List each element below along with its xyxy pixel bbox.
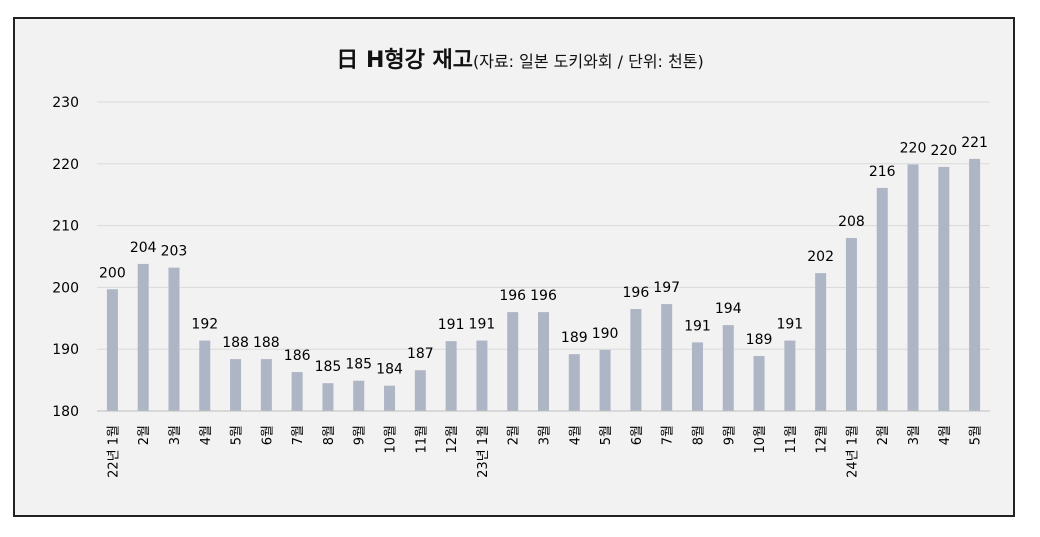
bar bbox=[384, 385, 396, 411]
x-tick-label: 8월 bbox=[691, 425, 706, 445]
x-tick-label: 6월 bbox=[630, 425, 645, 445]
x-tick-label: 5월 bbox=[599, 425, 614, 445]
x-tick-label: 3월 bbox=[168, 425, 183, 445]
data-label: 196 bbox=[623, 285, 650, 301]
x-tick-label: 9월 bbox=[722, 425, 737, 445]
x-tick-label: 7월 bbox=[291, 425, 306, 445]
data-label: 194 bbox=[715, 301, 742, 317]
bar bbox=[815, 273, 827, 411]
data-label: 200 bbox=[99, 265, 126, 281]
data-label: 191 bbox=[776, 317, 803, 333]
data-label: 203 bbox=[161, 244, 188, 260]
y-tick-label: 210 bbox=[52, 219, 79, 235]
data-label: 202 bbox=[807, 249, 834, 265]
data-label: 220 bbox=[900, 140, 927, 156]
bar bbox=[969, 158, 981, 411]
data-label: 185 bbox=[315, 359, 342, 375]
data-label: 186 bbox=[284, 348, 311, 364]
chart-title-main: 日 H형강 재고 bbox=[336, 48, 473, 73]
data-label: 189 bbox=[746, 332, 773, 348]
x-tick-label: 23년 1월 bbox=[476, 425, 491, 478]
y-tick-label: 180 bbox=[52, 404, 79, 420]
data-label: 185 bbox=[345, 357, 372, 373]
data-label: 184 bbox=[376, 362, 403, 378]
data-label: 221 bbox=[961, 135, 988, 151]
data-label: 216 bbox=[869, 164, 896, 180]
data-label: 220 bbox=[930, 143, 957, 159]
chart-title-source-unit: (자료: 일본 도키와회 / 단위: 천톤) bbox=[472, 52, 704, 71]
x-tick-label: 8월 bbox=[322, 425, 337, 445]
bar bbox=[753, 355, 765, 411]
data-label: 196 bbox=[499, 288, 526, 304]
bar bbox=[353, 380, 365, 411]
x-tick-label: 10월 bbox=[753, 425, 768, 454]
bar bbox=[599, 349, 611, 411]
bar bbox=[568, 354, 580, 411]
x-tick-label: 3월 bbox=[538, 425, 553, 445]
x-tick-label: 5월 bbox=[969, 425, 984, 445]
x-tick-label: 7월 bbox=[661, 425, 676, 445]
data-label: 188 bbox=[253, 335, 280, 351]
bar bbox=[199, 340, 211, 411]
x-tick-label: 2월 bbox=[876, 425, 891, 445]
bar bbox=[291, 372, 303, 411]
bar bbox=[476, 340, 488, 411]
data-label: 192 bbox=[191, 317, 218, 333]
data-label: 204 bbox=[130, 240, 157, 256]
x-tick-label: 5월 bbox=[230, 425, 245, 445]
bar bbox=[722, 325, 734, 411]
data-label: 191 bbox=[684, 318, 711, 334]
bar bbox=[106, 289, 118, 411]
bar bbox=[137, 263, 149, 411]
bar bbox=[784, 340, 796, 411]
data-label: 187 bbox=[407, 346, 434, 362]
x-tick-label: 4월 bbox=[568, 425, 583, 445]
bar bbox=[414, 370, 426, 411]
y-tick-label: 190 bbox=[52, 342, 79, 358]
data-label: 191 bbox=[469, 317, 496, 333]
data-label: 196 bbox=[530, 288, 557, 304]
x-tick-label: 9월 bbox=[353, 425, 368, 445]
data-label: 188 bbox=[222, 335, 249, 351]
y-tick-label: 220 bbox=[52, 157, 79, 173]
x-tick-label: 2월 bbox=[137, 425, 152, 445]
data-label: 191 bbox=[438, 317, 465, 333]
bar bbox=[230, 359, 242, 411]
x-tick-label: 22년 1월 bbox=[106, 425, 121, 478]
x-tick-label: 2월 bbox=[507, 425, 522, 445]
data-label: 197 bbox=[653, 280, 680, 296]
bar bbox=[538, 312, 549, 411]
bar bbox=[507, 312, 519, 411]
bar bbox=[907, 164, 919, 411]
bar bbox=[845, 237, 857, 411]
bar bbox=[691, 342, 703, 411]
y-tick-label: 200 bbox=[52, 280, 79, 296]
bar bbox=[322, 383, 334, 411]
x-tick-label: 4월 bbox=[199, 425, 214, 445]
y-tick-label: 230 bbox=[52, 95, 79, 111]
bar bbox=[876, 187, 888, 411]
x-tick-label: 6월 bbox=[260, 425, 275, 445]
x-tick-label: 3월 bbox=[907, 425, 922, 445]
data-label: 189 bbox=[561, 330, 588, 346]
x-tick-label: 10월 bbox=[384, 425, 399, 454]
x-tick-label: 4월 bbox=[938, 425, 953, 445]
x-tick-label: 11월 bbox=[414, 425, 429, 454]
bar bbox=[661, 304, 673, 411]
bar bbox=[168, 267, 180, 411]
x-tick-label: 12월 bbox=[815, 425, 830, 454]
bar bbox=[938, 166, 950, 411]
bar bbox=[260, 359, 272, 411]
bar bbox=[445, 341, 457, 411]
x-tick-label: 12월 bbox=[445, 425, 460, 454]
data-label: 208 bbox=[838, 214, 865, 230]
x-tick-label: 24년 1월 bbox=[845, 425, 860, 478]
bar bbox=[630, 309, 642, 411]
x-tick-label: 11월 bbox=[784, 425, 799, 454]
data-label: 190 bbox=[592, 326, 619, 342]
chart-title: 日 H형강 재고(자료: 일본 도키와회 / 단위: 천톤) bbox=[0, 42, 1040, 74]
